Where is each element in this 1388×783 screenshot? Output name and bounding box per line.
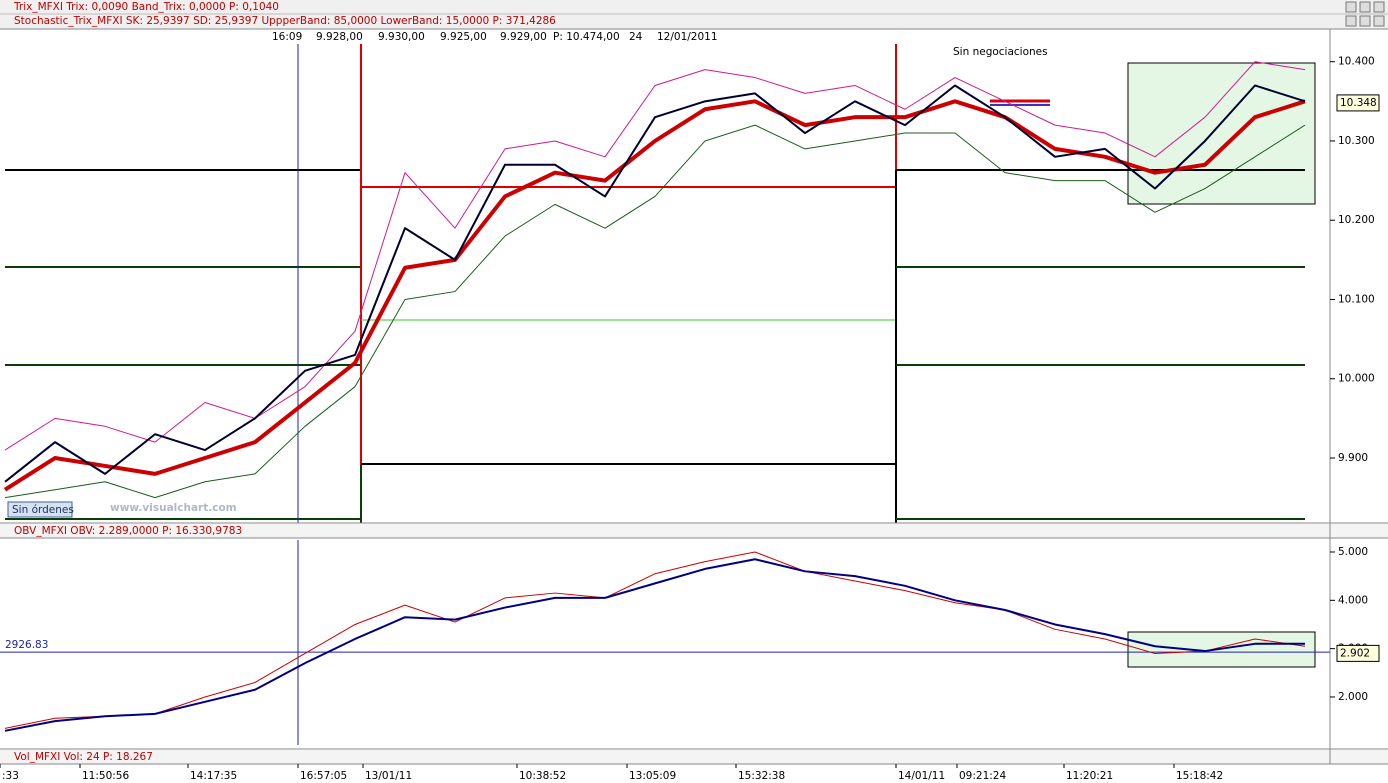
x-tick-label: 16:57:05 <box>300 770 347 782</box>
x-tick-label: 14:17:35 <box>190 770 237 782</box>
y-tick-label: 10.000 <box>1338 373 1375 385</box>
series-line <box>4 124 1306 499</box>
y-tick-label: 5.000 <box>1338 546 1368 558</box>
last-value-label: 2.902 <box>1340 647 1370 659</box>
annotation: Sin negociaciones <box>953 46 1048 58</box>
maximize-button[interactable] <box>1359 1 1371 13</box>
panel-header <box>0 524 1388 538</box>
info-low: 9.925,00 <box>440 31 487 43</box>
info-time: 16:09 <box>272 31 302 43</box>
levels <box>5 44 1305 523</box>
last-value-label: 10.348 <box>1340 97 1377 109</box>
minimize-button[interactable] <box>1345 15 1357 27</box>
x-tick-label: 11:20:21 <box>1066 770 1113 782</box>
panel-title: OBV_MFXI OBV: 2.289,0000 P: 16.330,9783 <box>14 525 242 537</box>
y-tick-label: 9.900 <box>1338 452 1368 464</box>
series-line <box>4 551 1306 729</box>
y-tick-label: 10.400 <box>1338 56 1375 68</box>
series-line <box>4 84 1306 483</box>
orders-label[interactable]: Sin órdenes <box>12 504 74 516</box>
x-tick-label: :33 <box>2 770 19 782</box>
info-price: P: 10.474,00 <box>553 31 620 43</box>
indicator-label: Trix_MFXI Trix: 0,0090 Band_Trix: 0,0000… <box>13 1 279 13</box>
series-line <box>3 99 1306 492</box>
info-volume: 24 <box>629 31 643 43</box>
volume-label: Vol_MFXI Vol: 24 P: 18.267 <box>14 751 153 763</box>
info-high: 9.930,00 <box>378 31 425 43</box>
last-value-box <box>1336 644 1380 662</box>
x-tick-label: 15:18:42 <box>1176 770 1223 782</box>
y-tick-label: 4.000 <box>1338 594 1368 606</box>
x-tick-label: 09:21:24 <box>959 770 1006 782</box>
x-tick-label: 13:05:09 <box>629 770 676 782</box>
crosshair-label: 2926.83 <box>5 639 48 651</box>
panel-header <box>0 750 1388 764</box>
orders-badge[interactable] <box>7 501 73 518</box>
y-tick-label: 10.200 <box>1338 214 1375 226</box>
y-tick-label: 2.000 <box>1338 691 1368 703</box>
info-close: 9.929,00 <box>500 31 547 43</box>
maximize-button[interactable] <box>1359 15 1371 27</box>
window-buttons[interactable] <box>1345 1 1385 27</box>
info-date: 12/01/2011 <box>657 31 718 43</box>
y-tick-label: 10.100 <box>1338 293 1375 305</box>
series-line <box>4 558 1305 732</box>
last-value-box <box>1336 94 1380 112</box>
indicator-label: Stochastic_Trix_MFXI SK: 25,9397 SD: 25,… <box>14 15 556 27</box>
close-button[interactable] <box>1373 1 1385 13</box>
x-tick-label: 10:38:52 <box>519 770 566 782</box>
y-tick-label: 10.300 <box>1338 135 1375 147</box>
plot: 9.900 10.000 10.100 10.200 10.300 10.400 10.34… <box>0 56 1380 782</box>
series-line <box>4 61 1306 451</box>
close-button[interactable] <box>1373 15 1385 27</box>
x-tick-label: 11:50:56 <box>82 770 129 782</box>
watermark: www.visualchart.com <box>110 502 237 514</box>
minimize-button[interactable] <box>1345 1 1357 13</box>
highlight-box <box>1127 62 1316 205</box>
x-tick-label: 14/01/11 <box>898 770 945 782</box>
x-tick-label: 13/01/11 <box>365 770 412 782</box>
info-open: 9.928,00 <box>316 31 363 43</box>
x-tick-label: 15:32:38 <box>738 770 785 782</box>
